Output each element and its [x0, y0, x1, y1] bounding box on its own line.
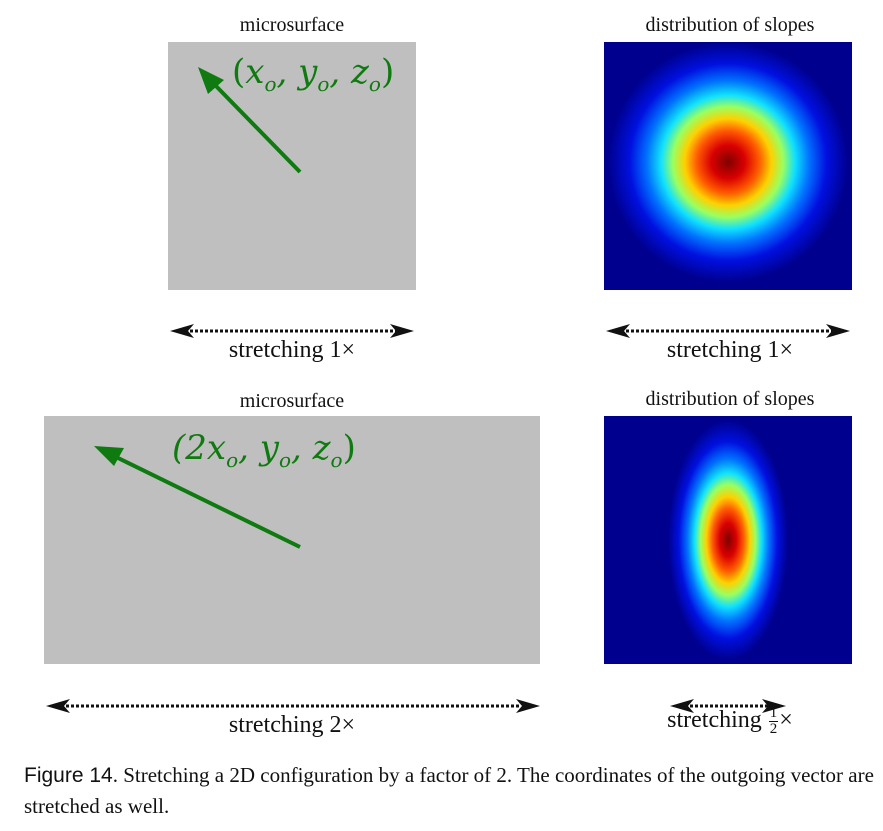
figure-caption: Figure 14. Stretching a 2D configuration… — [24, 760, 874, 822]
bottom-slopes-heatmap — [604, 416, 852, 664]
bottom-right-stretch-label: stretching 1 2 × — [604, 706, 856, 737]
bottom-slopes-label: distribution of slopes — [645, 388, 815, 410]
top-left-stretch-label: stretching 1× — [228, 337, 356, 363]
figure-label: Figure 14 — [24, 764, 113, 787]
top-outgoing-coordinates: (xo, yo, zo) — [232, 52, 395, 96]
bottom-microsurface-label: microsurface — [239, 390, 345, 412]
bottom-right-stretch-times: × — [779, 707, 793, 734]
bottom-right-stretch-word: stretching — [667, 707, 762, 734]
bottom-left-stretch-label: stretching 2× — [228, 712, 356, 738]
top-microsurface-label: microsurface — [239, 14, 345, 36]
bottom-outgoing-coordinates: (2xo, yo, zo) — [172, 428, 356, 472]
top-right-stretch-label: stretching 1× — [666, 337, 794, 363]
top-slopes-heatmap — [604, 42, 852, 290]
one-half-fraction: 1 2 — [768, 705, 779, 737]
figure-caption-text: . Stretching a 2D configuration by a fac… — [24, 763, 874, 818]
bottom-microsurface-image — [44, 416, 540, 664]
top-slopes-label: distribution of slopes — [645, 14, 815, 36]
